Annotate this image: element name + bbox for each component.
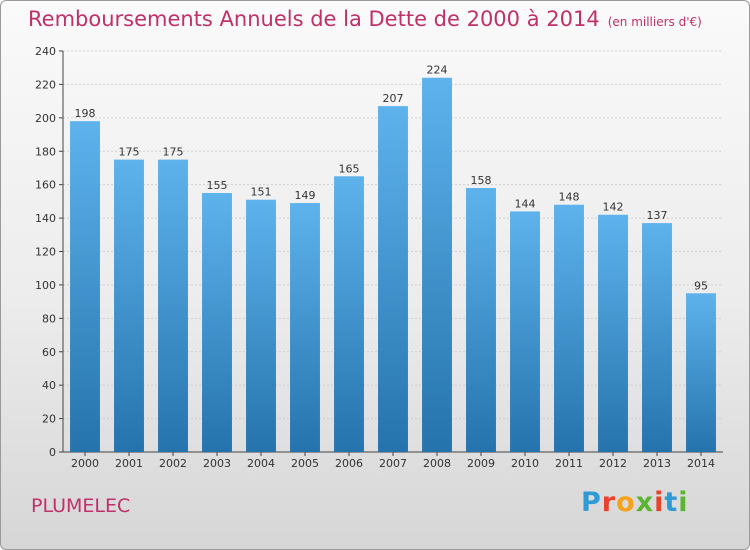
bar [70,121,100,453]
x-tick-label: 2000 [71,457,99,470]
y-tick-label: 140 [35,212,56,225]
x-tick-label: 2008 [423,457,451,470]
bar-value-label: 224 [427,64,448,77]
logo-letter: i [654,487,665,518]
x-tick-label: 2004 [247,457,275,470]
bar-value-label: 158 [471,174,492,187]
x-tick-label: 2006 [335,457,363,470]
bar-value-label: 95 [694,279,708,292]
bar-value-label: 175 [163,146,184,159]
y-tick-label: 40 [42,379,56,392]
logo-letter: o [616,487,636,518]
x-tick-label: 2009 [467,457,495,470]
bar [334,176,364,452]
bar-value-label: 151 [251,186,272,199]
bar [114,159,144,452]
y-tick-label: 160 [35,179,56,192]
bar [202,193,232,453]
y-tick-label: 220 [35,78,56,91]
y-tick-label: 100 [35,279,56,292]
bar-value-label: 175 [119,146,140,159]
y-tick-label: 80 [42,312,56,325]
bar-value-label: 149 [295,189,316,202]
bar [554,204,584,452]
bar-value-label: 207 [383,92,404,105]
bar [246,199,276,452]
y-tick-label: 120 [35,246,56,259]
x-tick-label: 2005 [291,457,319,470]
x-tick-label: 2010 [511,457,539,470]
logo-letter: r [601,487,617,518]
proxiti-logo: Proxiti [581,487,689,518]
bar-value-label: 155 [207,179,228,192]
bar [378,106,408,452]
bar [642,223,672,452]
logo-letter: x [635,487,655,518]
logo-letter: P [581,487,602,518]
y-tick-label: 60 [42,346,56,359]
bar [686,293,716,452]
x-tick-label: 2003 [203,457,231,470]
bar-value-label: 137 [647,209,668,222]
logo-letter: t [664,487,679,518]
bar-value-label: 144 [515,197,536,210]
bar [510,211,540,452]
y-tick-label: 180 [35,145,56,158]
x-tick-label: 2007 [379,457,407,470]
commune-name: PLUMELEC [31,495,131,517]
bar-value-label: 148 [559,191,580,204]
bar-value-label: 165 [339,162,360,175]
chart-title: Remboursements Annuels de la Dette de 20… [28,7,702,31]
chart-title-text: Remboursements Annuels de la Dette de 20… [28,7,600,31]
x-tick-label: 2002 [159,457,187,470]
x-tick-label: 2011 [555,457,583,470]
x-tick-label: 2012 [599,457,627,470]
bar [422,77,452,452]
y-tick-label: 200 [35,112,56,125]
bar [466,188,496,452]
y-tick-label: 20 [42,413,56,426]
bar [158,159,188,452]
bar [598,214,628,452]
x-tick-label: 2001 [115,457,143,470]
chart-subtitle: (en milliers d'€) [607,15,702,29]
x-tick-label: 2014 [687,457,715,470]
logo-letter: i [678,487,689,518]
bar-value-label: 142 [603,201,624,214]
y-tick-label: 240 [35,45,56,58]
bar-value-label: 198 [75,107,96,120]
y-tick-label: 0 [49,446,56,459]
bar [290,203,320,452]
x-tick-label: 2013 [643,457,671,470]
